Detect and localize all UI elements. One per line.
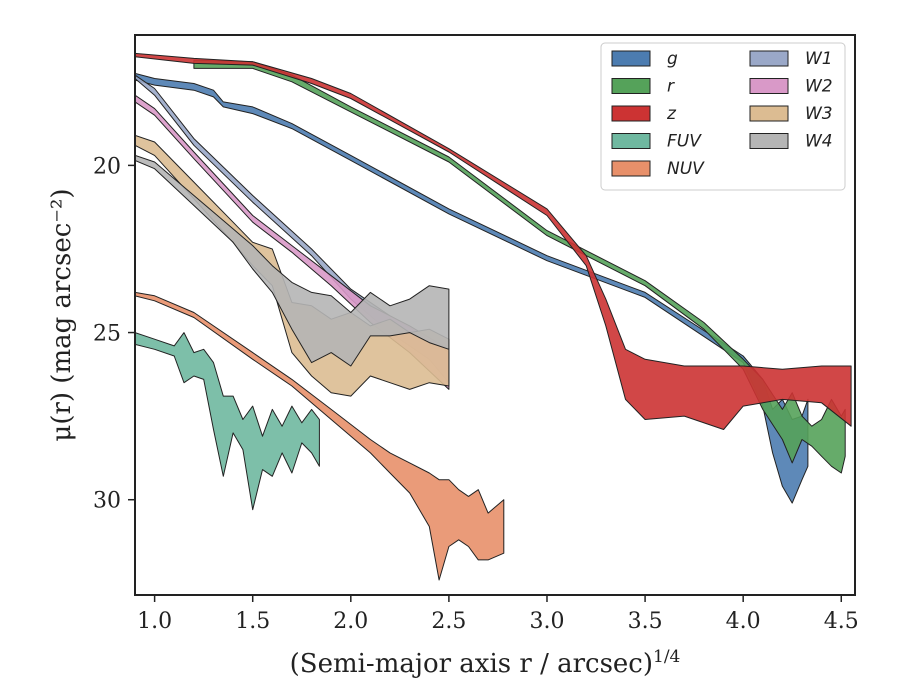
legend-label-w4: W4	[805, 132, 833, 152]
band-g	[135, 72, 809, 504]
band-nuv	[135, 291, 505, 581]
legend-label-fuv: FUV	[667, 132, 702, 152]
legend-swatch-nuv	[611, 160, 651, 177]
band-w4	[135, 154, 450, 367]
legend-label-w1: W1	[805, 49, 833, 69]
series-layer	[135, 52, 852, 581]
x-tick-label: 3.0	[529, 609, 564, 634]
legend-label-w3: W3	[805, 104, 833, 124]
y-tick-label: 30	[93, 489, 121, 514]
legend-swatch-w3	[749, 105, 789, 122]
x-axis: 1.0 1.5 2.0 2.5 3.0 3.5 4.0 4.5	[137, 595, 859, 634]
x-tick-label: 1.0	[137, 609, 172, 634]
band-z	[135, 52, 852, 430]
plot-frame	[134, 34, 856, 596]
legend-swatch-w1	[749, 50, 789, 67]
y-axis-label: μ(r) (mag arcsec⁻²)	[47, 188, 77, 441]
x-tick-label: 1.5	[235, 609, 270, 634]
legend-label-w2: W2	[805, 77, 833, 97]
y-tick-label: 25	[93, 322, 121, 347]
y-tick-label: 20	[93, 154, 121, 179]
y-axis: 20 25 30	[93, 154, 135, 514]
legend-swatch-w4	[749, 133, 789, 149]
band-r	[193, 59, 846, 474]
x-tick-label: 4.5	[824, 609, 859, 634]
legend-swatch-z	[611, 105, 651, 122]
x-tick-label: 2.5	[431, 609, 466, 634]
legend-swatch-r	[611, 78, 651, 94]
legend-label-g: g	[667, 49, 678, 69]
legend-label-r: r	[667, 77, 675, 97]
legend-swatch-g	[611, 50, 651, 67]
x-tick-label: 4.0	[726, 609, 761, 634]
band-fuv	[135, 332, 320, 511]
x-tick-label: 3.5	[628, 609, 663, 634]
legend-swatch-w2	[749, 78, 789, 94]
x-tick-label: 2.0	[333, 609, 368, 634]
legend-label-z: z	[666, 104, 677, 124]
legend-swatch-fuv	[611, 133, 651, 149]
legend: grz FUV NUV W1 W2 W3 W4	[600, 42, 846, 191]
x-axis-label: (Semi-major axis r / arcsec)1/4	[290, 647, 681, 679]
x-axis-label-superscript: 1/4	[653, 647, 680, 667]
legend-label-nuv: NUV	[667, 159, 705, 179]
